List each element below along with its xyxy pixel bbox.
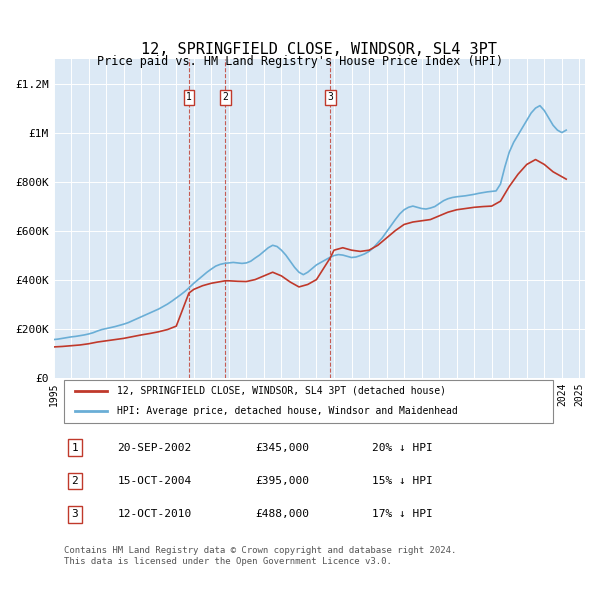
Text: 12-OCT-2010: 12-OCT-2010 xyxy=(118,510,191,519)
Text: 15-OCT-2004: 15-OCT-2004 xyxy=(118,476,191,486)
Text: 20-SEP-2002: 20-SEP-2002 xyxy=(118,442,191,453)
Text: Contains HM Land Registry data © Crown copyright and database right 2024.
This d: Contains HM Land Registry data © Crown c… xyxy=(64,546,457,566)
Text: 2: 2 xyxy=(222,92,228,102)
Text: £395,000: £395,000 xyxy=(256,476,310,486)
Text: £488,000: £488,000 xyxy=(256,510,310,519)
Text: 3: 3 xyxy=(71,510,78,519)
Text: 2: 2 xyxy=(71,476,78,486)
Text: 12, SPRINGFIELD CLOSE, WINDSOR, SL4 3PT (detached house): 12, SPRINGFIELD CLOSE, WINDSOR, SL4 3PT … xyxy=(118,386,446,396)
Text: 17% ↓ HPI: 17% ↓ HPI xyxy=(372,510,433,519)
Text: HPI: Average price, detached house, Windsor and Maidenhead: HPI: Average price, detached house, Wind… xyxy=(118,406,458,416)
Text: Price paid vs. HM Land Registry's House Price Index (HPI): Price paid vs. HM Land Registry's House … xyxy=(97,55,503,68)
FancyBboxPatch shape xyxy=(64,380,553,423)
Text: 20% ↓ HPI: 20% ↓ HPI xyxy=(372,442,433,453)
Title: 12, SPRINGFIELD CLOSE, WINDSOR, SL4 3PT: 12, SPRINGFIELD CLOSE, WINDSOR, SL4 3PT xyxy=(141,41,497,57)
Text: 1: 1 xyxy=(71,442,78,453)
Text: 1: 1 xyxy=(186,92,192,102)
Text: £345,000: £345,000 xyxy=(256,442,310,453)
Text: 3: 3 xyxy=(327,92,333,102)
Text: 15% ↓ HPI: 15% ↓ HPI xyxy=(372,476,433,486)
